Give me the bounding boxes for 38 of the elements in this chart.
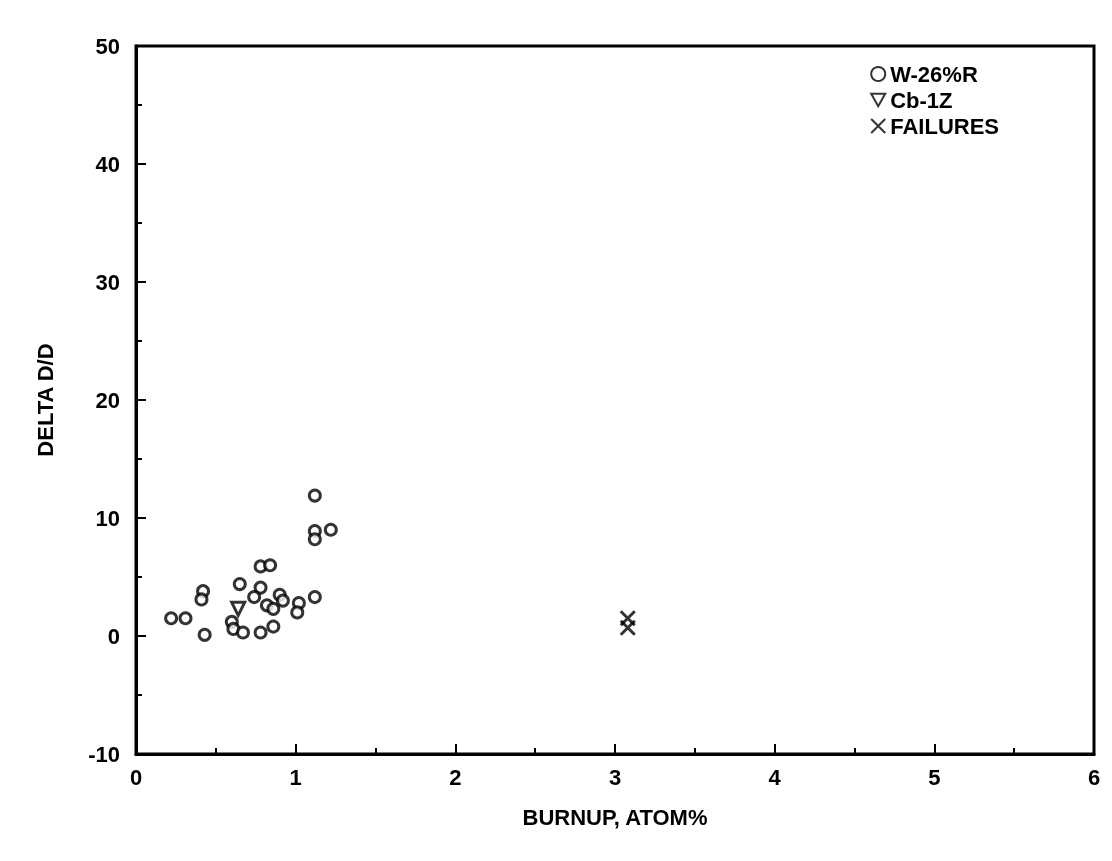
y-tick-label: -10 <box>88 741 120 767</box>
x-axis-title: BURNUP, ATOM% <box>522 804 708 830</box>
point <box>266 619 281 634</box>
point <box>323 522 338 537</box>
point <box>307 488 322 503</box>
x-tick-label: 5 <box>928 764 941 790</box>
point <box>232 577 247 592</box>
point <box>247 590 262 605</box>
y-tick-label: 30 <box>95 269 120 295</box>
x-tick-label: 1 <box>289 764 302 790</box>
point <box>307 590 322 605</box>
x-tick-label: 2 <box>449 764 462 790</box>
point <box>290 605 305 620</box>
point <box>164 611 179 626</box>
y-tick-label: 40 <box>95 151 120 177</box>
x-tick-label: 4 <box>768 764 782 790</box>
point <box>197 627 212 642</box>
point <box>253 625 268 640</box>
x-tick-label: 6 <box>1087 764 1101 790</box>
point <box>263 558 278 573</box>
point <box>235 625 250 640</box>
legend-label: FAILURES <box>890 113 1000 139</box>
point <box>253 580 268 595</box>
legend-label: Cb-1Z <box>890 87 953 113</box>
y-tick-label: 20 <box>95 387 120 413</box>
point <box>178 611 193 626</box>
point <box>194 592 209 607</box>
legend-label: W-26%R <box>890 61 978 87</box>
point <box>266 601 281 616</box>
y-axis-title: DELTA D/D <box>32 343 58 457</box>
y-tick-label: 0 <box>107 623 120 649</box>
y-tick-label: 50 <box>95 33 120 59</box>
point <box>307 532 322 547</box>
point <box>230 600 247 617</box>
x-tick-label: 0 <box>129 764 143 790</box>
point <box>275 593 290 608</box>
y-tick-label: 10 <box>95 505 120 531</box>
x-tick-label: 3 <box>608 764 622 790</box>
